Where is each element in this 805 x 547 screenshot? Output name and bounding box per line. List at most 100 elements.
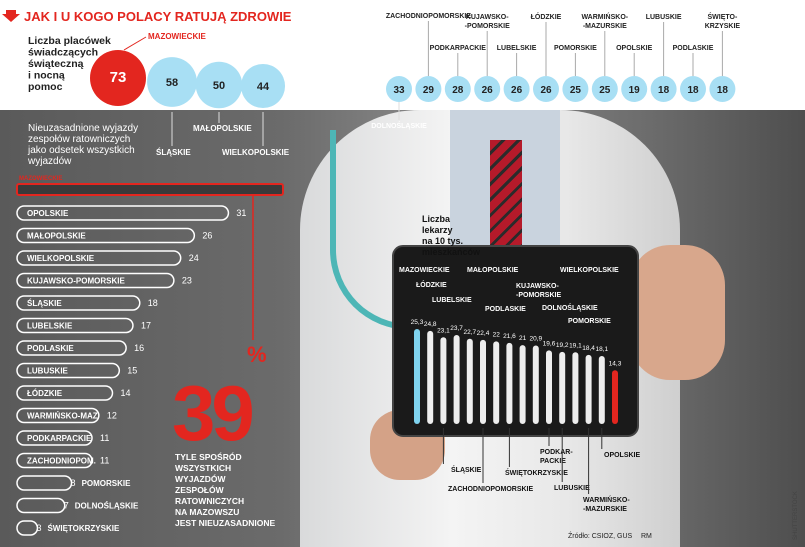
column-value: 22 bbox=[493, 331, 501, 338]
bubble bbox=[240, 63, 286, 109]
bubble bbox=[650, 76, 677, 102]
chart3-title-line: lekarzy bbox=[422, 225, 453, 235]
bubble bbox=[386, 76, 412, 102]
bar-category: POMORSKIE bbox=[82, 479, 132, 488]
column bbox=[519, 345, 526, 424]
bubble-value: 44 bbox=[257, 81, 270, 93]
column-category: POMORSKIE bbox=[568, 318, 611, 325]
column-category: ŚLĄSKIE bbox=[451, 465, 482, 474]
column bbox=[427, 330, 434, 424]
bubble-label: PODLASKIE bbox=[673, 45, 714, 52]
column-category: OPOLSKIE bbox=[604, 452, 641, 459]
bubble bbox=[562, 76, 589, 102]
bar-category: ŚLĄSKIE bbox=[27, 299, 62, 308]
column-value: 25,3 bbox=[411, 319, 424, 326]
bar bbox=[16, 272, 175, 289]
bubble bbox=[474, 76, 501, 102]
bar-value: 24 bbox=[189, 253, 199, 263]
bar-category: PODKARPACKIE bbox=[27, 434, 92, 443]
column bbox=[453, 335, 460, 424]
bubble-label: KRZYSKIE bbox=[705, 23, 741, 30]
bar-category: LUBELSKIE bbox=[27, 322, 73, 331]
bubble-value: 26 bbox=[482, 85, 494, 96]
bar bbox=[16, 362, 121, 379]
column bbox=[612, 370, 618, 424]
big-number-caption: RATOWNICZYCH bbox=[175, 496, 244, 506]
bubble-value: 29 bbox=[423, 85, 435, 96]
bar-value: 12 bbox=[107, 411, 117, 421]
bar-category: ŁÓDZKIE bbox=[27, 389, 63, 398]
doctor-tie bbox=[490, 140, 522, 260]
bubble-label: WARMIŃSKO- bbox=[581, 12, 628, 21]
bar-category: WARMIŃSKO-MAZ bbox=[27, 412, 98, 421]
column-category: LUBUSKIE bbox=[554, 485, 590, 492]
bar bbox=[16, 430, 93, 446]
column-value: 18,4 bbox=[582, 345, 595, 352]
bar bbox=[16, 317, 134, 334]
big-number-caption: JEST NIEUZASADNIONE bbox=[175, 518, 275, 528]
chart2-title-line: wyjazdów bbox=[27, 156, 72, 167]
column-category: -POMORSKIE bbox=[516, 292, 561, 299]
column-value: 19,2 bbox=[556, 342, 569, 349]
bar-value: 16 bbox=[134, 343, 144, 353]
bar-value: 15 bbox=[127, 366, 137, 376]
column bbox=[532, 345, 539, 424]
bar bbox=[16, 497, 66, 514]
column-value: 14,3 bbox=[609, 360, 622, 367]
bubble-label: LUBUSKIE bbox=[646, 14, 682, 21]
source-note: Źródło: CSIOZ, GUS bbox=[568, 531, 633, 540]
bar bbox=[16, 227, 196, 244]
bar-value: 3 bbox=[36, 523, 41, 533]
bar-value: 7 bbox=[64, 501, 69, 511]
bubble bbox=[533, 76, 559, 102]
bubble-label: KUJAWSKO- bbox=[466, 14, 509, 21]
column-category: ŚWIĘTOKRZYSKIE bbox=[505, 468, 568, 477]
bar bbox=[16, 475, 73, 491]
bubble bbox=[90, 50, 146, 106]
column-category: WIELKOPOLSKIE bbox=[560, 267, 619, 274]
column bbox=[559, 351, 566, 424]
bar-category: MAZOWIECKIE bbox=[19, 176, 62, 182]
bar bbox=[16, 205, 230, 221]
bar-category: MAŁOPOLSKIE bbox=[27, 232, 86, 241]
chart1-title-line: i nocną bbox=[28, 70, 65, 82]
bubble-label: ZACHODNIOPOMORSKIE bbox=[386, 13, 472, 20]
bar-category: OPOLSKIE bbox=[27, 209, 69, 218]
bubble-value: 33 bbox=[393, 85, 405, 96]
column-value: 22,4 bbox=[477, 330, 490, 337]
bar-category: ŚWIĘTOKRZYSKIE bbox=[47, 524, 120, 533]
bar-category: PODLASKIE bbox=[27, 344, 74, 353]
column bbox=[414, 329, 420, 424]
bubble-value: 25 bbox=[570, 85, 582, 96]
column-category: LUBELSKIE bbox=[432, 297, 472, 304]
bubble-label: OPOLSKIE bbox=[616, 45, 653, 52]
chart1-title-line: pomoc bbox=[28, 81, 63, 93]
column bbox=[572, 352, 579, 424]
page-title: JAK I U KOGO POLACY RATUJĄ ZDROWIE bbox=[24, 9, 292, 24]
bubble-label: MAZOWIECKIE bbox=[148, 32, 206, 41]
bar bbox=[16, 407, 100, 424]
bar-value: 17 bbox=[141, 321, 151, 331]
bubble bbox=[195, 61, 243, 109]
bubble-value: 73 bbox=[110, 69, 127, 86]
column bbox=[546, 350, 552, 424]
column-value: 19,1 bbox=[569, 342, 582, 349]
bubble-label: POMORSKIE bbox=[554, 45, 597, 52]
bubble-value: 26 bbox=[540, 85, 552, 96]
big-number-caption: TYLE SPOŚRÓD bbox=[175, 451, 242, 462]
bar-value: 18 bbox=[148, 298, 158, 308]
bar-value: 26 bbox=[202, 231, 212, 241]
chart1-title-line: świąteczną bbox=[28, 58, 84, 70]
bar-category: WIELKOPOLSKIE bbox=[27, 254, 95, 263]
column-category: PODKAR- bbox=[540, 449, 573, 456]
column-value: 23,1 bbox=[437, 327, 450, 334]
bubble bbox=[621, 76, 648, 102]
bar-category: DOLNOŚLĄSKIE bbox=[75, 502, 139, 511]
bubble-value: 18 bbox=[717, 85, 729, 96]
bar bbox=[16, 452, 93, 469]
bar-category: LUBUSKIE bbox=[27, 367, 69, 376]
column bbox=[480, 339, 486, 424]
big-number-caption: ZESPOŁÓW bbox=[175, 484, 225, 495]
bubble-label: WIELKOPOLSKIE bbox=[222, 148, 290, 157]
